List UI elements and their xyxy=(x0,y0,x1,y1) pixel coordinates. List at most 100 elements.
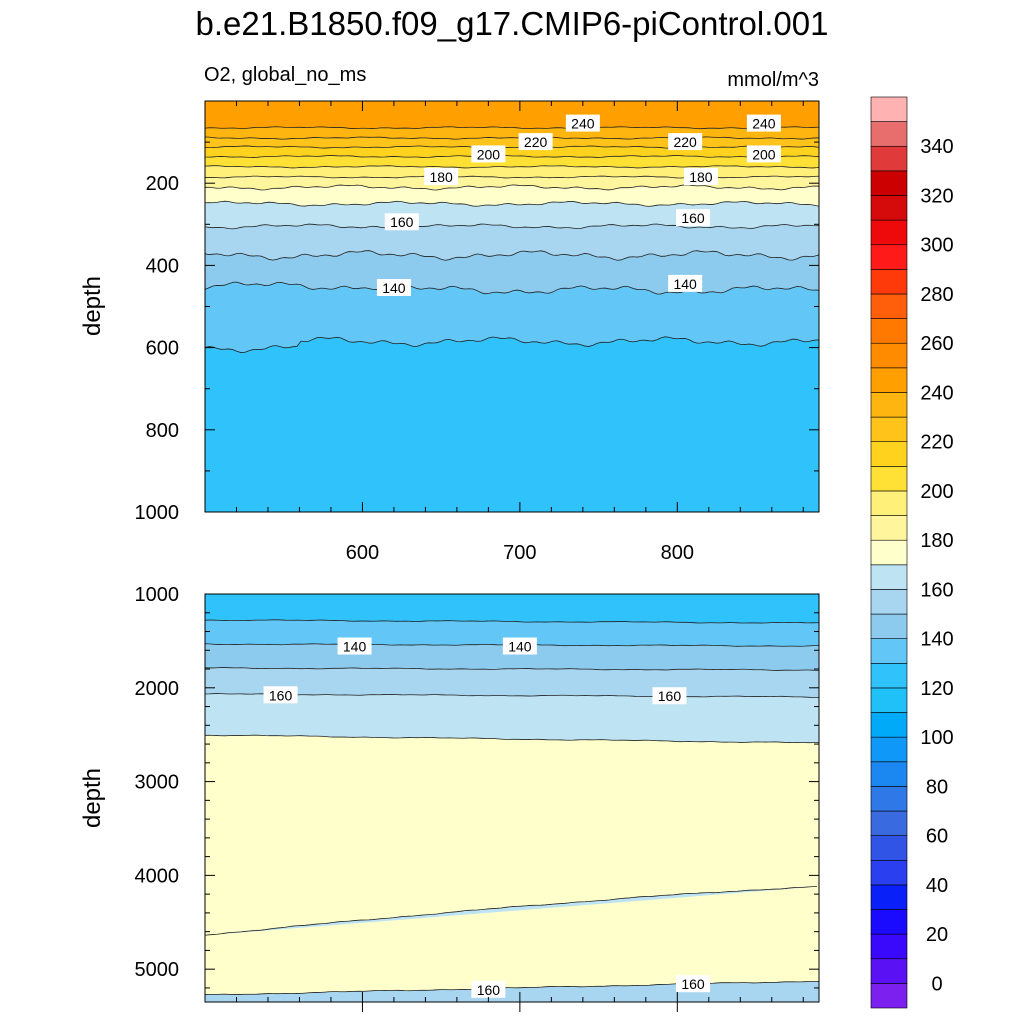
colorbar-segment xyxy=(870,170,908,196)
colorbar-label: 180 xyxy=(920,530,953,552)
contour-label: 220 xyxy=(518,133,553,151)
x-tick-label: 800 xyxy=(661,542,694,564)
contour-label-bg xyxy=(337,637,372,655)
y-tick-label: 1000 xyxy=(135,502,180,524)
colorbar-label: 220 xyxy=(920,432,953,454)
lower-plot-frame xyxy=(204,593,820,1003)
contour-label-bg xyxy=(565,114,600,132)
lower-panel: 140 140 160 160 160 160 1000 2000 3000 4000 5000 de… xyxy=(79,584,820,1012)
contour-label-bg xyxy=(502,637,537,655)
colorbar-segment xyxy=(870,195,908,221)
y-tick-label: 800 xyxy=(146,420,179,442)
contour-label-text: 140 xyxy=(343,639,367,655)
contour-label-text: 180 xyxy=(429,169,453,185)
colorbar-label: 340 xyxy=(920,136,953,158)
colorbar-label: 100 xyxy=(920,727,953,749)
colorbar-segment xyxy=(870,662,908,689)
colorbar-label: 300 xyxy=(920,235,953,257)
y-tick-label: 2000 xyxy=(135,678,180,700)
contour-label-text: 220 xyxy=(524,134,548,150)
colorbar-segment xyxy=(870,884,908,910)
colorbar-segment xyxy=(870,441,908,467)
contour-label: 160 xyxy=(471,980,506,998)
contour-label-bg xyxy=(471,145,506,163)
colorbar-segment xyxy=(870,859,908,886)
colorbar-segment xyxy=(870,909,908,935)
colorbar-label: 60 xyxy=(926,826,948,848)
contour-label: 160 xyxy=(676,209,711,227)
contour-band xyxy=(205,336,819,512)
colorbar-label: 0 xyxy=(931,973,942,995)
colorbar-segment xyxy=(870,687,908,713)
contour-line xyxy=(205,223,819,230)
contour-label-text: 200 xyxy=(752,146,776,162)
colorbar-segment xyxy=(870,564,908,590)
contour-line xyxy=(205,145,819,149)
contour-label-text: 160 xyxy=(477,982,501,998)
contour-label: 180 xyxy=(424,168,459,186)
contour-label: 140 xyxy=(376,279,411,297)
contour-band xyxy=(205,981,819,1002)
contour-label-bg xyxy=(518,133,553,151)
upper-contour-fill xyxy=(205,101,819,512)
colorbar-label: 80 xyxy=(926,776,948,798)
contour-line xyxy=(205,619,819,624)
contour-label: 180 xyxy=(683,168,718,186)
contour-label-text: 140 xyxy=(508,639,532,655)
contour-label: 200 xyxy=(471,145,506,163)
colorbar-segment xyxy=(870,121,908,147)
contour-label-bg xyxy=(376,279,411,297)
colorbar-segment xyxy=(870,589,908,615)
lower-contour-fill xyxy=(205,594,819,1002)
colorbar-segment xyxy=(870,835,908,861)
colorbar-label: 320 xyxy=(920,185,953,207)
contour-label-bg xyxy=(746,114,781,132)
y-tick-label: 400 xyxy=(146,255,179,277)
contour-label-text: 160 xyxy=(658,688,682,704)
contour-label-text: 160 xyxy=(390,214,414,230)
colorbar-label: 40 xyxy=(926,875,948,897)
contour-label-text: 240 xyxy=(571,116,595,132)
colorbar-segment xyxy=(870,613,908,639)
colorbar-segment xyxy=(870,983,908,1009)
contour-label: 200 xyxy=(746,145,781,163)
contour-line xyxy=(205,165,819,169)
colorbar-segment xyxy=(870,342,908,369)
contour-label-bg xyxy=(676,975,711,993)
contour-label-text: 140 xyxy=(382,280,406,296)
colorbar-segment xyxy=(870,318,908,344)
contour-label-text: 180 xyxy=(689,169,713,185)
contour-label-bg xyxy=(263,686,298,704)
contour-label-text: 240 xyxy=(752,116,776,132)
colorbar-segment xyxy=(870,293,908,319)
colorbar-segment xyxy=(870,416,908,443)
colorbar-label: 120 xyxy=(920,678,953,700)
contour-label-text: 140 xyxy=(673,276,697,292)
y-tick-label: 200 xyxy=(146,173,179,195)
contour-label-bg xyxy=(471,980,506,998)
contour-line xyxy=(205,126,819,130)
colorbar-label: 160 xyxy=(920,579,953,601)
contour-line xyxy=(205,184,819,191)
x-tick-label: 600 xyxy=(346,542,379,564)
contour-label-bg xyxy=(668,274,703,292)
contour-label: 240 xyxy=(565,114,600,132)
upper-y-axis-label: depth xyxy=(79,276,106,336)
contour-line xyxy=(205,200,819,207)
contour-label-bg xyxy=(424,168,459,186)
colorbar-segment xyxy=(870,933,908,960)
colorbar: 0 20 40 60 80 100 120 140 160 180 200 220 240 260 280 3… xyxy=(870,96,954,1009)
colorbar-segment xyxy=(870,712,908,738)
contour-label: 160 xyxy=(652,687,687,705)
contour-label-text: 160 xyxy=(269,687,293,703)
lower-y-axis-label: depth xyxy=(79,768,106,828)
contour-label-bg xyxy=(668,133,703,151)
colorbar-segment xyxy=(870,638,908,664)
colorbar-segment xyxy=(870,145,908,172)
chart-title: b.e21.B1850.f09_g17.CMIP6-piControl.001 xyxy=(195,5,829,42)
colorbar-label: 20 xyxy=(926,924,948,946)
contour-label-text: 220 xyxy=(673,134,697,150)
y-tick-label: 4000 xyxy=(135,865,180,887)
contour-line xyxy=(205,667,819,671)
colorbar-segment xyxy=(870,736,908,763)
